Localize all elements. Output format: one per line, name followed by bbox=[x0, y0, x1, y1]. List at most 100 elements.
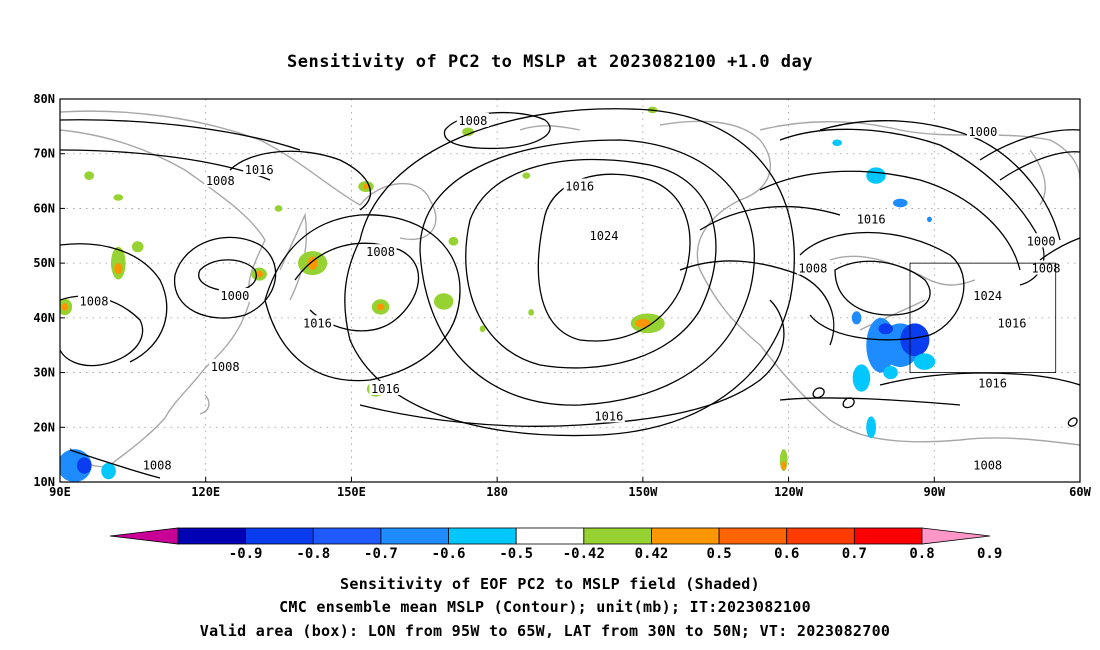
coastline-segment bbox=[60, 110, 437, 241]
colorbar-swatch bbox=[786, 527, 855, 545]
y-tick-label: 80N bbox=[33, 92, 55, 106]
x-tick-label: 60W bbox=[1069, 485, 1091, 499]
isobar-line bbox=[679, 260, 835, 346]
sensitivity-patch bbox=[878, 323, 893, 335]
coastline-segment bbox=[759, 121, 1080, 181]
isobar-line bbox=[229, 150, 372, 211]
contour-label: 1008 bbox=[798, 262, 827, 276]
contour-label: 1000 bbox=[220, 289, 249, 303]
sensitivity-patch bbox=[913, 353, 936, 370]
contour-label: 1016 bbox=[303, 316, 332, 330]
map-background bbox=[60, 99, 1080, 482]
contour-labels: 1008 1016 1008 1016 1000 1016 1024 1008 1000 1008… bbox=[78, 112, 1062, 473]
colorbar-label: -0.42 bbox=[563, 546, 605, 562]
contour-label: 1000 bbox=[968, 125, 997, 139]
colorbar-label: -0.7 bbox=[364, 546, 398, 562]
coastline-segment bbox=[829, 255, 976, 286]
contour-label-bg bbox=[588, 227, 620, 242]
contour-label-bg bbox=[301, 315, 334, 330]
sensitivity-patch bbox=[77, 457, 92, 474]
sensitivity-patch bbox=[479, 325, 486, 333]
colorbar-swatch bbox=[312, 527, 382, 545]
contour-label-bg bbox=[1025, 233, 1058, 248]
isobar-line bbox=[359, 299, 785, 427]
isobar-line bbox=[799, 231, 965, 341]
contour-label: 1008 bbox=[206, 174, 235, 188]
x-tick-label: 90W bbox=[923, 485, 945, 499]
contour-label-bg bbox=[78, 293, 110, 308]
colorbar-over-triangle bbox=[921, 527, 991, 545]
valid-area-box bbox=[909, 262, 1057, 373]
colorbar-label: -0.5 bbox=[499, 546, 533, 562]
contour-label-bg bbox=[563, 178, 596, 193]
isobar-line bbox=[537, 173, 691, 342]
sensitivity-patch bbox=[522, 172, 531, 179]
colorbar-swatch bbox=[853, 527, 923, 545]
isobar-line bbox=[759, 170, 1021, 271]
sensitivity-patch bbox=[434, 293, 454, 310]
y-tick-label: 20N bbox=[33, 420, 55, 434]
contour-label: 1008 bbox=[366, 245, 395, 259]
colorbar-under-triangle bbox=[109, 527, 179, 545]
contour-label: 1016 bbox=[565, 180, 594, 194]
contour-label-bg bbox=[369, 380, 402, 395]
isobar-line bbox=[60, 119, 301, 151]
contour-label: 1008 bbox=[973, 459, 1002, 473]
colorbar-label: 0.8 bbox=[909, 546, 934, 562]
x-tick-label: 150E bbox=[337, 485, 366, 499]
sensitivity-patch bbox=[101, 462, 116, 480]
coastline-segment bbox=[199, 394, 210, 415]
map-panel: 1008 1016 1008 1016 1000 1016 1024 1008 1000 1008… bbox=[59, 98, 1081, 483]
y-tick-label: 60N bbox=[33, 201, 55, 215]
contour-label-bg bbox=[209, 359, 242, 374]
sensitivity-patch bbox=[60, 449, 92, 482]
sensitivity-patch bbox=[114, 263, 123, 275]
sensitivity-patch bbox=[131, 241, 144, 253]
isobar-line bbox=[60, 243, 168, 363]
sensitivity-patch bbox=[84, 171, 95, 180]
sensitivity-patch bbox=[781, 461, 787, 470]
contour-label: 1016 bbox=[594, 409, 623, 423]
map-frame bbox=[59, 98, 1081, 483]
isobar-line bbox=[699, 205, 841, 231]
isobar-line bbox=[419, 139, 755, 406]
contour-label-bg bbox=[966, 123, 999, 138]
contour-label-bg bbox=[456, 112, 489, 127]
isobar-line bbox=[1039, 237, 1080, 261]
sensitivity-patch bbox=[462, 127, 474, 137]
isobar-line bbox=[819, 120, 1061, 241]
sensitivity-patch bbox=[274, 205, 283, 212]
mslp-contours bbox=[60, 108, 1080, 479]
sensitivity-patch bbox=[363, 183, 369, 190]
colorbar-label: -0.6 bbox=[432, 546, 466, 562]
coastlines bbox=[60, 110, 1080, 468]
x-tick-label: 90E bbox=[49, 485, 71, 499]
coastline-segment bbox=[659, 120, 1080, 446]
contour-label: 1016 bbox=[978, 377, 1007, 391]
y-tick-label: 50N bbox=[33, 256, 55, 270]
coastline-segment bbox=[279, 212, 308, 301]
contour-label: 1016 bbox=[371, 382, 400, 396]
colorbar-swatch bbox=[380, 527, 449, 545]
sensitivity-patch bbox=[113, 194, 124, 201]
footer-line-2: CMC ensemble mean MSLP (Contour); unit(m… bbox=[279, 598, 811, 616]
sensitivity-patch bbox=[866, 167, 886, 184]
isobar-line bbox=[834, 260, 931, 316]
sensitivity-patch bbox=[528, 309, 535, 316]
contour-label-bg bbox=[971, 287, 1004, 302]
sensitivity-patch bbox=[893, 198, 908, 208]
sensitivity-patch bbox=[111, 246, 126, 280]
colorbar-swatch bbox=[245, 527, 314, 545]
sensitivity-patch bbox=[255, 270, 264, 278]
contour-label-bg bbox=[364, 244, 397, 259]
sensitivity-patch bbox=[376, 303, 385, 311]
isobar-line bbox=[779, 397, 961, 406]
colorbar-label: -0.8 bbox=[296, 546, 330, 562]
sensitivity-patch bbox=[635, 318, 651, 328]
contour-label-bg bbox=[218, 287, 251, 302]
contour-label: 1016 bbox=[998, 316, 1027, 330]
isobar-line bbox=[979, 129, 1080, 161]
x-tick-label: 180 bbox=[486, 485, 508, 499]
isobar-line bbox=[465, 158, 717, 369]
contour-label-bg bbox=[141, 457, 174, 472]
